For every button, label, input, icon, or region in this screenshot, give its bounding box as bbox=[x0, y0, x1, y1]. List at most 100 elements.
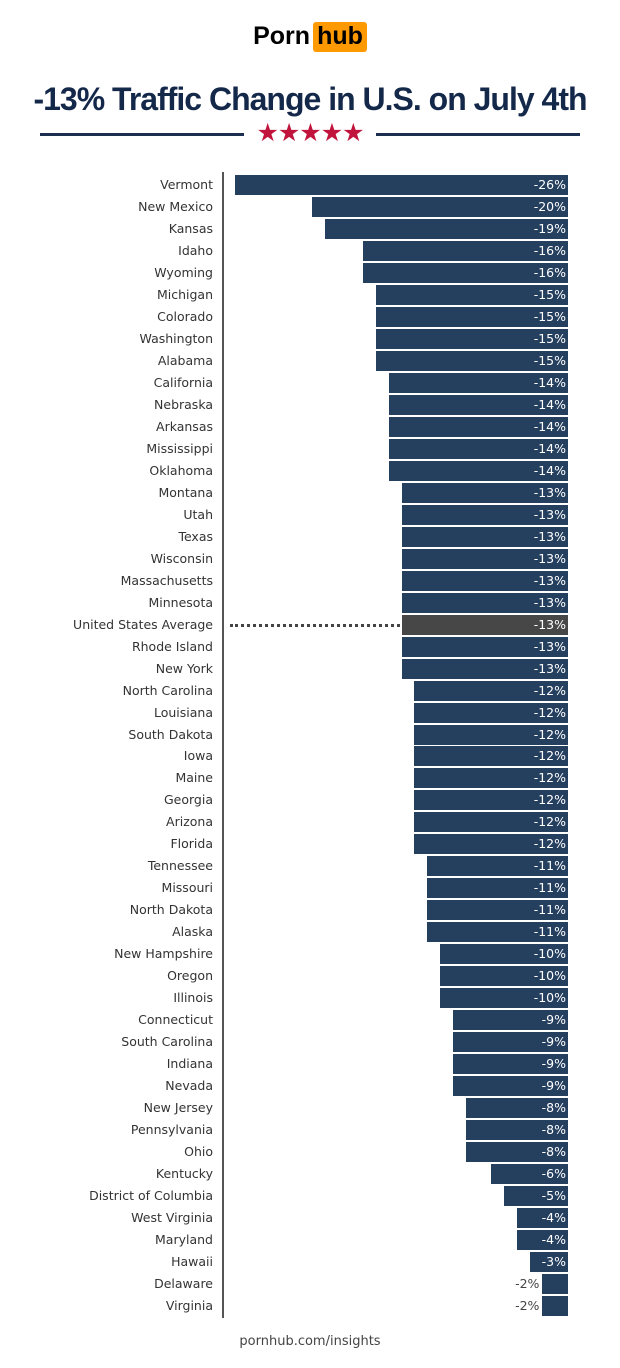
category-label: Delaware bbox=[154, 1276, 213, 1291]
category-label: West Virginia bbox=[131, 1210, 213, 1226]
data-label: -13% bbox=[533, 484, 566, 500]
bar bbox=[235, 175, 568, 195]
data-label: -12% bbox=[533, 836, 566, 852]
category-label: Arkansas bbox=[156, 418, 213, 434]
data-label: -13% bbox=[533, 528, 566, 544]
data-label: -20% bbox=[533, 198, 566, 214]
category-label: New Mexico bbox=[138, 198, 213, 214]
bar bbox=[414, 724, 568, 745]
title-divider-left bbox=[40, 133, 244, 136]
bar bbox=[376, 328, 568, 349]
data-label: -11% bbox=[533, 858, 566, 874]
bar bbox=[491, 1164, 568, 1185]
category-label: Wyoming bbox=[154, 264, 213, 280]
bar bbox=[414, 790, 568, 811]
category-label: Louisiana bbox=[153, 704, 213, 720]
category-label: Kansas bbox=[168, 220, 213, 236]
data-label: -2% bbox=[515, 1276, 540, 1291]
category-label: Alaska bbox=[172, 924, 213, 940]
footer-source: pornhub.com/insights bbox=[239, 1334, 381, 1349]
data-label: -13% bbox=[533, 506, 566, 522]
bar bbox=[452, 1054, 568, 1075]
bar bbox=[401, 658, 568, 679]
bar bbox=[376, 284, 568, 305]
bar bbox=[452, 1076, 568, 1097]
category-label: Illinois bbox=[173, 990, 213, 1006]
bar bbox=[363, 262, 568, 283]
category-label: North Carolina bbox=[122, 682, 213, 698]
stars-icon: ★★★★★ bbox=[256, 118, 364, 147]
data-label: -8% bbox=[541, 1144, 566, 1160]
category-label: Washington bbox=[139, 330, 213, 346]
average-bar bbox=[401, 614, 568, 635]
bar bbox=[414, 834, 568, 855]
data-label: -3% bbox=[541, 1254, 566, 1270]
category-label: Georgia bbox=[163, 792, 213, 808]
bar bbox=[465, 1098, 568, 1119]
bar bbox=[388, 460, 568, 481]
bar bbox=[427, 856, 568, 877]
data-label: -11% bbox=[533, 880, 566, 896]
bar bbox=[401, 526, 568, 547]
category-label: New Jersey bbox=[143, 1100, 213, 1116]
data-label: -12% bbox=[533, 792, 566, 808]
data-label: -14% bbox=[533, 374, 566, 390]
category-label: Wisconsin bbox=[150, 550, 213, 566]
category-label: Idaho bbox=[178, 242, 213, 258]
bar bbox=[465, 1142, 568, 1163]
category-label: Utah bbox=[183, 506, 213, 522]
data-label: -13% bbox=[533, 594, 566, 610]
data-label: -10% bbox=[533, 968, 566, 984]
data-label: -9% bbox=[541, 1056, 566, 1072]
category-label: Vermont bbox=[160, 177, 213, 192]
bar bbox=[427, 878, 568, 899]
bar bbox=[516, 1208, 568, 1229]
category-label: Kentucky bbox=[155, 1166, 213, 1182]
category-label: Oklahoma bbox=[149, 462, 213, 478]
data-label: -9% bbox=[541, 1078, 566, 1094]
category-label: Oregon bbox=[167, 968, 213, 984]
bar bbox=[388, 394, 568, 415]
category-label: District of Columbia bbox=[89, 1188, 213, 1204]
category-label: New Hampshire bbox=[114, 946, 213, 962]
data-label: -8% bbox=[541, 1122, 566, 1138]
category-label: Missouri bbox=[161, 880, 213, 896]
data-label: -12% bbox=[533, 682, 566, 698]
bar bbox=[414, 702, 568, 723]
category-label: Indiana bbox=[166, 1056, 213, 1072]
data-label: -12% bbox=[533, 726, 566, 742]
category-label: Colorado bbox=[157, 308, 213, 324]
data-label: -13% bbox=[533, 616, 566, 632]
data-label: -12% bbox=[533, 814, 566, 830]
data-label: -15% bbox=[533, 330, 566, 346]
data-label: -10% bbox=[533, 946, 566, 962]
bar bbox=[388, 416, 568, 437]
bar bbox=[427, 900, 568, 921]
bar bbox=[529, 1252, 568, 1273]
bar bbox=[363, 240, 568, 261]
category-label: New York bbox=[155, 660, 213, 676]
data-label: -13% bbox=[533, 572, 566, 588]
category-label: Hawaii bbox=[171, 1254, 213, 1270]
category-label: Minnesota bbox=[148, 594, 213, 610]
data-label: -14% bbox=[533, 418, 566, 434]
bar bbox=[401, 636, 568, 657]
bar bbox=[504, 1186, 568, 1207]
data-label: -13% bbox=[533, 550, 566, 566]
bar bbox=[376, 350, 568, 371]
bar bbox=[376, 306, 568, 327]
data-label: -15% bbox=[533, 352, 566, 368]
title-divider-right bbox=[376, 133, 580, 136]
bar bbox=[401, 570, 568, 591]
data-label: -8% bbox=[541, 1100, 566, 1116]
bar bbox=[324, 218, 568, 239]
category-label: Rhode Island bbox=[131, 638, 213, 654]
bar bbox=[542, 1295, 568, 1316]
data-label: -15% bbox=[533, 308, 566, 324]
category-label: Connecticut bbox=[138, 1012, 213, 1028]
bar bbox=[414, 768, 568, 789]
data-label: -14% bbox=[533, 462, 566, 478]
average-leader-line bbox=[230, 623, 400, 627]
bar bbox=[465, 1120, 568, 1141]
category-label: Mississippi bbox=[146, 440, 213, 456]
